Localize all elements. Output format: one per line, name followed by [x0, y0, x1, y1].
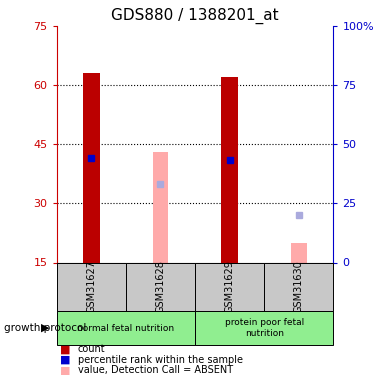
Bar — [195, 262, 264, 311]
Text: growth protocol: growth protocol — [4, 323, 86, 333]
Text: protein poor fetal
nutrition: protein poor fetal nutrition — [225, 318, 304, 338]
Text: GSM31628: GSM31628 — [155, 260, 165, 314]
Bar — [83, 74, 100, 262]
Text: ■: ■ — [60, 345, 71, 354]
Text: normal fetal nutrition: normal fetal nutrition — [77, 324, 174, 333]
Text: ■: ■ — [60, 366, 71, 375]
Bar — [291, 243, 307, 262]
Bar — [221, 78, 238, 262]
Title: GDS880 / 1388201_at: GDS880 / 1388201_at — [111, 7, 279, 24]
Bar — [57, 311, 195, 345]
Bar — [152, 152, 168, 262]
Text: GSM31630: GSM31630 — [294, 261, 304, 313]
Text: GSM31629: GSM31629 — [225, 260, 235, 314]
Text: GSM31627: GSM31627 — [86, 260, 96, 314]
Bar — [195, 311, 333, 345]
Text: value, Detection Call = ABSENT: value, Detection Call = ABSENT — [78, 366, 233, 375]
Text: ■: ■ — [60, 355, 71, 365]
Bar — [126, 262, 195, 311]
Text: count: count — [78, 345, 106, 354]
Bar — [264, 262, 333, 311]
Text: percentile rank within the sample: percentile rank within the sample — [78, 355, 243, 365]
Text: ▶: ▶ — [41, 323, 49, 333]
Bar — [57, 262, 126, 311]
